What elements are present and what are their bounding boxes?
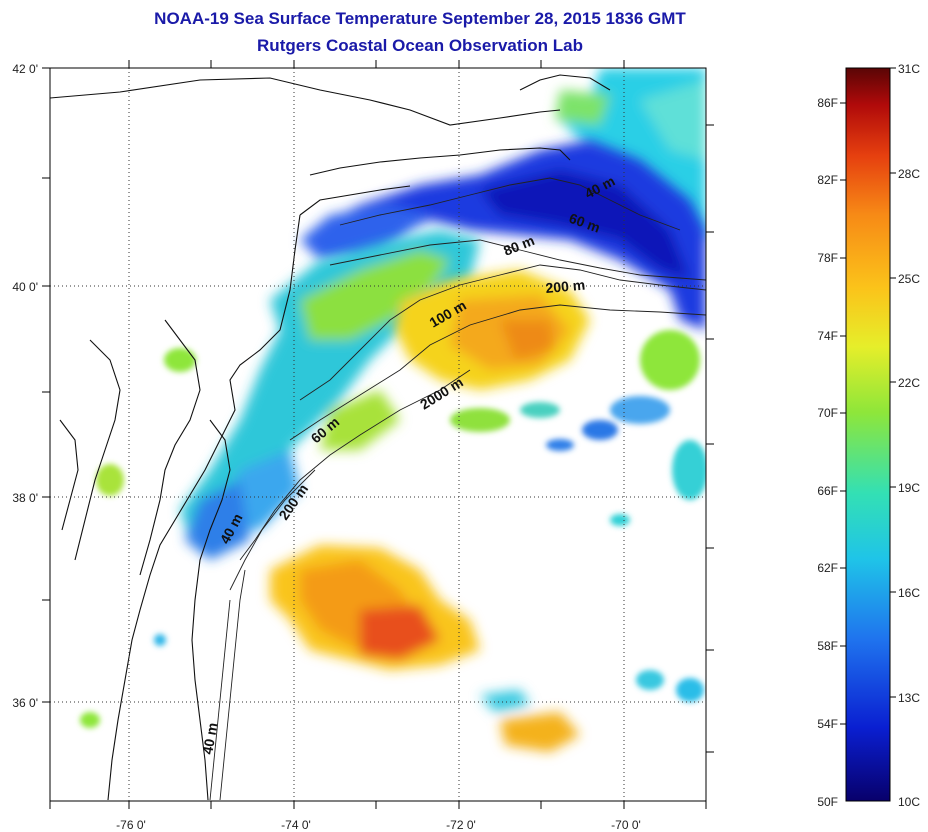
lon-label-76: -76 0' bbox=[116, 818, 146, 832]
map-title-line2: Rutgers Coastal Ocean Observation Lab bbox=[257, 36, 583, 55]
cb-label-66f: 66F bbox=[817, 484, 838, 498]
cb-label-54f: 54F bbox=[817, 717, 838, 731]
longitude-labels: -76 0' -74 0' -72 0' -70 0' bbox=[116, 818, 641, 832]
cb-label-19c: 19C bbox=[898, 481, 920, 495]
coastline bbox=[50, 74, 611, 801]
bathymetry-contours bbox=[209, 177, 706, 801]
lon-label-70: -70 0' bbox=[611, 818, 641, 832]
cb-label-13c: 13C bbox=[898, 691, 920, 705]
cb-label-58f: 58F bbox=[817, 639, 838, 653]
lat-label-36: 36 0' bbox=[12, 696, 38, 710]
sst-imagery bbox=[80, 68, 706, 752]
sst-offshore-patches bbox=[80, 330, 706, 728]
lon-label-74: -74 0' bbox=[281, 818, 311, 832]
colorbar-ticks bbox=[840, 67, 896, 725]
map-frame bbox=[49, 67, 707, 802]
colorbar-celsius-labels: 31C 28C 25C 22C 19C 16C 13C 10C bbox=[898, 62, 920, 809]
cb-label-78f: 78F bbox=[817, 251, 838, 265]
contour-label-40m-south: 40 m bbox=[199, 721, 220, 755]
contour-label-200m-ne: 200 m bbox=[545, 277, 586, 296]
axis-ticks bbox=[42, 60, 714, 809]
cb-label-10c: 10C bbox=[898, 795, 920, 809]
colorbar-fahrenheit-labels: 86F 82F 78F 74F 70F 66F 62F 58F 54F 50F bbox=[817, 96, 838, 809]
sst-cold-shelf bbox=[300, 140, 706, 330]
colorbar: 86F 82F 78F 74F 70F 66F 62F 58F 54F 50F … bbox=[817, 62, 920, 809]
cb-label-28c: 28C bbox=[898, 167, 920, 181]
lon-label-72: -72 0' bbox=[446, 818, 476, 832]
latitude-labels: 42 0' 40 0' 38 0' 36 0' bbox=[12, 62, 38, 710]
sst-slope-warm bbox=[395, 270, 590, 390]
graticule bbox=[50, 68, 706, 801]
cb-label-62f: 62F bbox=[817, 561, 838, 575]
map-title-line1: NOAA-19 Sea Surface Temperature Septembe… bbox=[154, 9, 686, 28]
cb-label-22c: 22C bbox=[898, 376, 920, 390]
cb-label-82f: 82F bbox=[817, 173, 838, 187]
colorbar-gradient bbox=[845, 67, 891, 802]
cb-label-16c: 16C bbox=[898, 586, 920, 600]
lat-label-42: 42 0' bbox=[12, 62, 38, 76]
lat-label-38: 38 0' bbox=[12, 491, 38, 505]
contour-label-80m: 80 m bbox=[501, 232, 537, 259]
cb-label-25c: 25C bbox=[898, 272, 920, 286]
cb-label-70f: 70F bbox=[817, 406, 838, 420]
sst-warm-eddy bbox=[270, 545, 580, 752]
cb-label-86f: 86F bbox=[817, 96, 838, 110]
cb-label-50f: 50F bbox=[817, 795, 838, 809]
cb-label-31c: 31C bbox=[898, 62, 920, 76]
lat-label-40: 40 0' bbox=[12, 280, 38, 294]
cb-label-74f: 74F bbox=[817, 329, 838, 343]
